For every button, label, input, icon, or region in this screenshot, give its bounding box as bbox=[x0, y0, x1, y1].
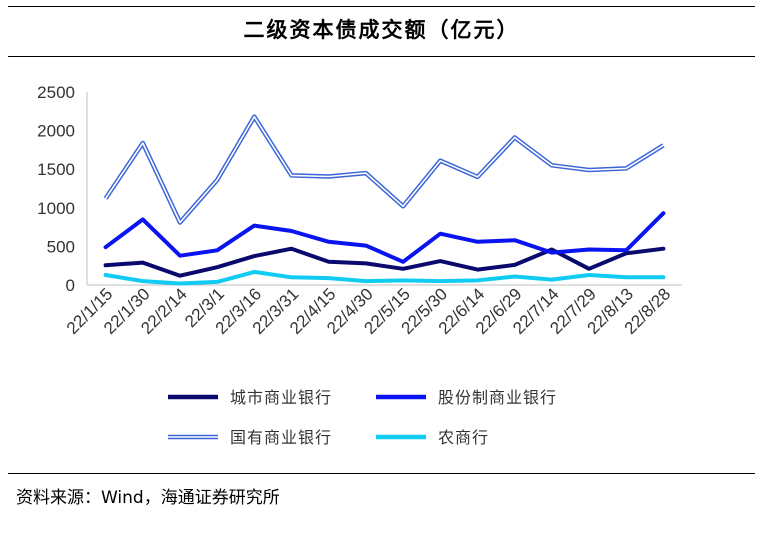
source-note: 资料来源：Wind，海通证券研究所 bbox=[16, 488, 280, 508]
legend-label: 城市商业银行 bbox=[230, 388, 332, 407]
line-chart: 2500 2000 1500 1000 500 0 22/1/1522/1/3022/2/… bbox=[37, 83, 682, 447]
y-axis: 2500 2000 1500 1000 500 0 bbox=[37, 83, 88, 295]
series-line bbox=[103, 246, 666, 278]
y-tick-label: 500 bbox=[47, 237, 75, 256]
y-tick-label: 1000 bbox=[37, 199, 75, 218]
series-line bbox=[103, 269, 666, 286]
chart-title: 二级资本债成交额（亿元） bbox=[243, 18, 520, 42]
legend-label: 国有商业银行 bbox=[230, 428, 332, 447]
y-tick-label: 2500 bbox=[37, 83, 75, 102]
series-line bbox=[103, 211, 666, 264]
series-line-inner bbox=[104, 115, 664, 224]
y-tick-label: 1500 bbox=[37, 160, 75, 179]
series-layer bbox=[103, 114, 666, 286]
legend-label: 农商行 bbox=[438, 428, 489, 447]
bottom-rule bbox=[8, 473, 755, 474]
top-rule bbox=[8, 6, 755, 7]
y-tick-label: 2000 bbox=[37, 122, 75, 141]
legend-label: 股份制商业银行 bbox=[438, 388, 557, 407]
title-rule bbox=[8, 56, 755, 57]
x-axis: 22/1/1522/1/3022/2/1422/3/122/3/1622/3/3… bbox=[63, 284, 682, 338]
y-tick-label: 0 bbox=[66, 276, 75, 295]
